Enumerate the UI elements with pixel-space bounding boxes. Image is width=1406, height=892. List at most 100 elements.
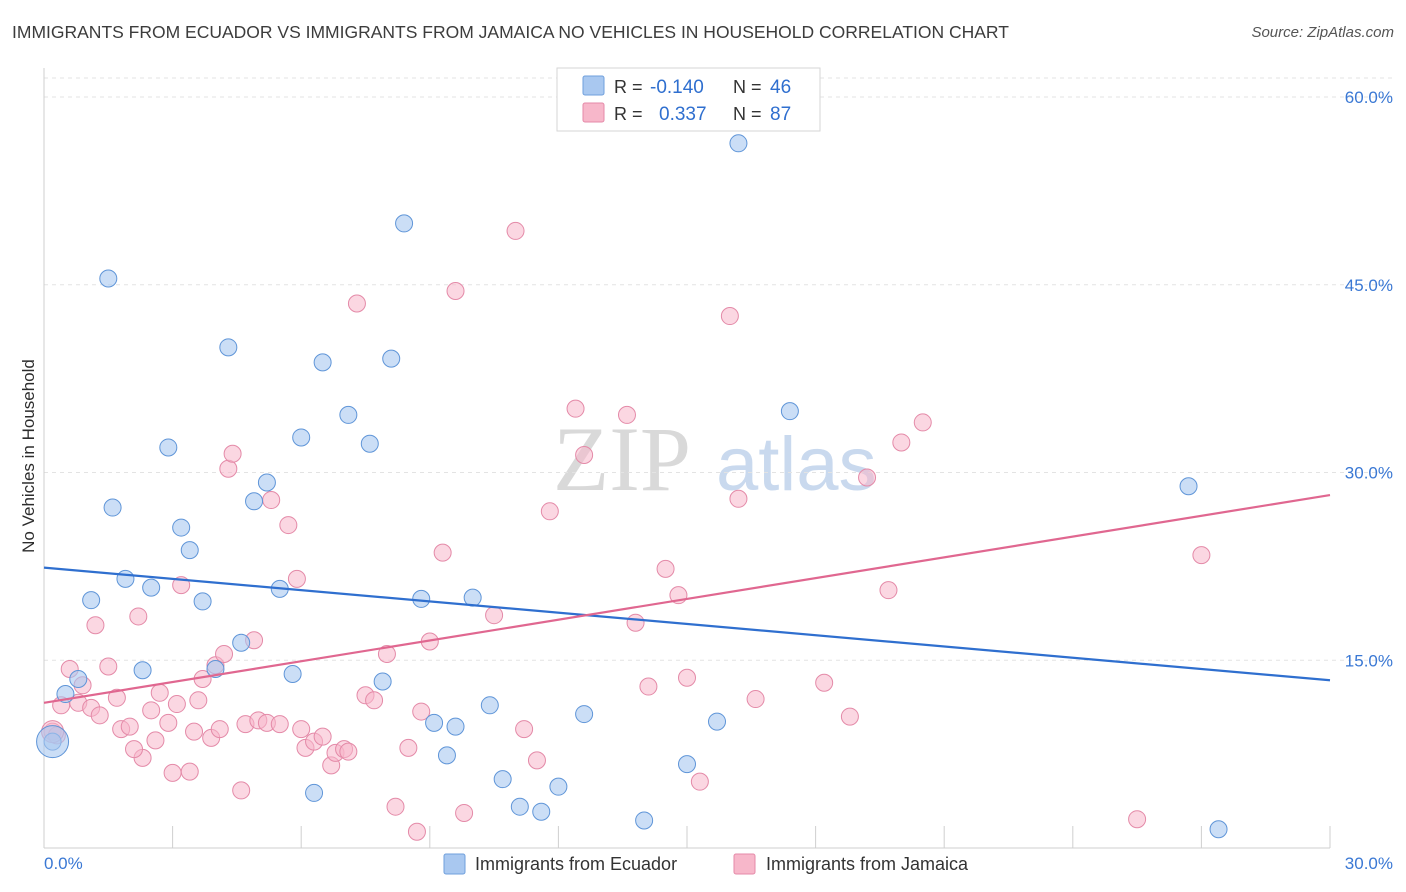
jamaica-point: [215, 644, 234, 663]
legend-n-value-ecuador: 46: [770, 77, 791, 98]
jamaica-point: [656, 559, 675, 578]
jamaica-point: [287, 569, 306, 588]
ecuador-point: [305, 783, 324, 802]
ecuador-point: [219, 338, 238, 357]
jamaica-point: [858, 468, 877, 487]
jamaica-point: [913, 413, 932, 432]
bottom-legend-label-ecuador: Immigrants from Ecuador: [475, 854, 677, 874]
jamaica-point: [365, 691, 384, 710]
jamaica-point: [146, 731, 165, 750]
jamaica-point: [210, 720, 229, 739]
jamaica-point: [163, 763, 182, 782]
ecuador-point: [493, 770, 512, 789]
bottom-legend-swatch-jamaica: [733, 853, 756, 875]
jamaica-point: [223, 444, 242, 463]
ecuador-point: [480, 696, 499, 715]
jamaica-point: [167, 695, 186, 714]
ecuador-point: [206, 660, 225, 679]
bottom-legend-label-jamaica: Immigrants from Jamaica: [766, 854, 969, 874]
jamaica-point: [892, 433, 911, 452]
ecuador-point: [99, 269, 118, 288]
ecuador-point: [133, 661, 152, 680]
jamaica-trend-line: [43, 493, 1331, 704]
jamaica-point: [107, 688, 126, 707]
source-credit: Source: ZipAtlas.com: [1251, 24, 1394, 41]
y-tick-label-3: 60.0%: [1345, 88, 1393, 107]
jamaica-point: [90, 706, 109, 725]
jamaica-point: [407, 822, 426, 841]
jamaica-point: [185, 722, 204, 741]
ecuador-point: [729, 134, 748, 153]
y-tick-label-0: 15.0%: [1345, 651, 1393, 670]
jamaica-point: [815, 673, 834, 692]
jamaica-point: [690, 772, 709, 791]
jamaica-point: [729, 489, 748, 508]
jamaica-point: [377, 644, 396, 663]
legend-n-label-ecuador: N =: [733, 77, 762, 97]
bottom-legend-swatch-ecuador: [443, 853, 466, 875]
jamaica-point: [120, 717, 139, 736]
jamaica-point: [386, 797, 405, 816]
ecuador-points: [36, 134, 1228, 839]
jamaica-point: [617, 405, 636, 424]
y-tick-label-2: 45.0%: [1345, 276, 1393, 295]
jamaica-point: [189, 691, 208, 710]
ecuador-trend-line: [43, 566, 1331, 682]
jamaica-point: [879, 581, 898, 600]
jamaica-point: [313, 727, 332, 746]
ecuador-point: [283, 665, 302, 684]
jamaica-point: [412, 702, 431, 721]
ecuador-point: [412, 589, 431, 608]
jamaica-point: [720, 307, 739, 326]
ecuador-point: [382, 349, 401, 368]
jamaica-point: [399, 738, 418, 757]
ecuador-point: [193, 592, 212, 611]
ecuador-point: [678, 755, 696, 774]
ecuador-point: [142, 578, 161, 597]
ecuador-point: [103, 498, 122, 517]
ecuador-point: [446, 717, 465, 736]
ecuador-point: [532, 802, 551, 821]
jamaica-point: [125, 740, 144, 759]
ecuador-point: [245, 492, 264, 511]
chart-title: IMMIGRANTS FROM ECUADOR VS IMMIGRANTS FR…: [12, 22, 1009, 42]
jamaica-point: [746, 690, 765, 709]
ecuador-point: [510, 797, 529, 816]
legend-n-value-jamaica: 87: [770, 104, 791, 125]
jamaica-point: [232, 781, 251, 800]
x-tick-label-max: 30.0%: [1345, 854, 1393, 873]
jamaica-point: [219, 459, 238, 478]
legend-n-label-jamaica: N =: [733, 104, 762, 124]
correlation-legend: R = -0.140 N = 46 R = 0.337 N = 87: [556, 67, 821, 132]
jamaica-point: [527, 751, 546, 770]
ecuador-point: [116, 569, 135, 588]
jamaica-point: [279, 516, 298, 535]
ecuador-point: [373, 672, 392, 691]
legend-r-value-ecuador: -0.140: [650, 77, 704, 98]
jamaica-point: [180, 762, 199, 781]
jamaica-point: [142, 701, 161, 720]
jamaica-point: [678, 668, 696, 687]
jamaica-point: [455, 803, 474, 822]
jamaica-point: [446, 282, 465, 301]
jamaica-point: [626, 613, 645, 632]
jamaica-point: [86, 616, 105, 635]
x-tick-label-min: 0.0%: [44, 854, 83, 873]
ecuador-point: [437, 746, 456, 765]
ecuador-point: [313, 353, 332, 372]
jamaica-point: [1192, 546, 1211, 565]
jamaica-point: [575, 445, 594, 464]
ecuador-point: [339, 405, 358, 424]
jamaica-point: [159, 713, 178, 732]
jamaica-point: [347, 294, 366, 313]
jamaica-point: [99, 657, 118, 676]
series-legend: Immigrants from Ecuador Immigrants from …: [443, 853, 969, 875]
watermark-zip: ZIP: [553, 408, 691, 510]
jamaica-point: [485, 606, 504, 625]
ecuador-point: [1209, 820, 1228, 839]
jamaica-point: [540, 502, 559, 521]
y-tick-label-1: 30.0%: [1345, 464, 1393, 483]
y-tick-labels: 15.0% 30.0% 45.0% 60.0%: [1345, 88, 1393, 670]
legend-r-label-ecuador: R =: [614, 77, 643, 97]
ecuador-point: [708, 712, 727, 731]
